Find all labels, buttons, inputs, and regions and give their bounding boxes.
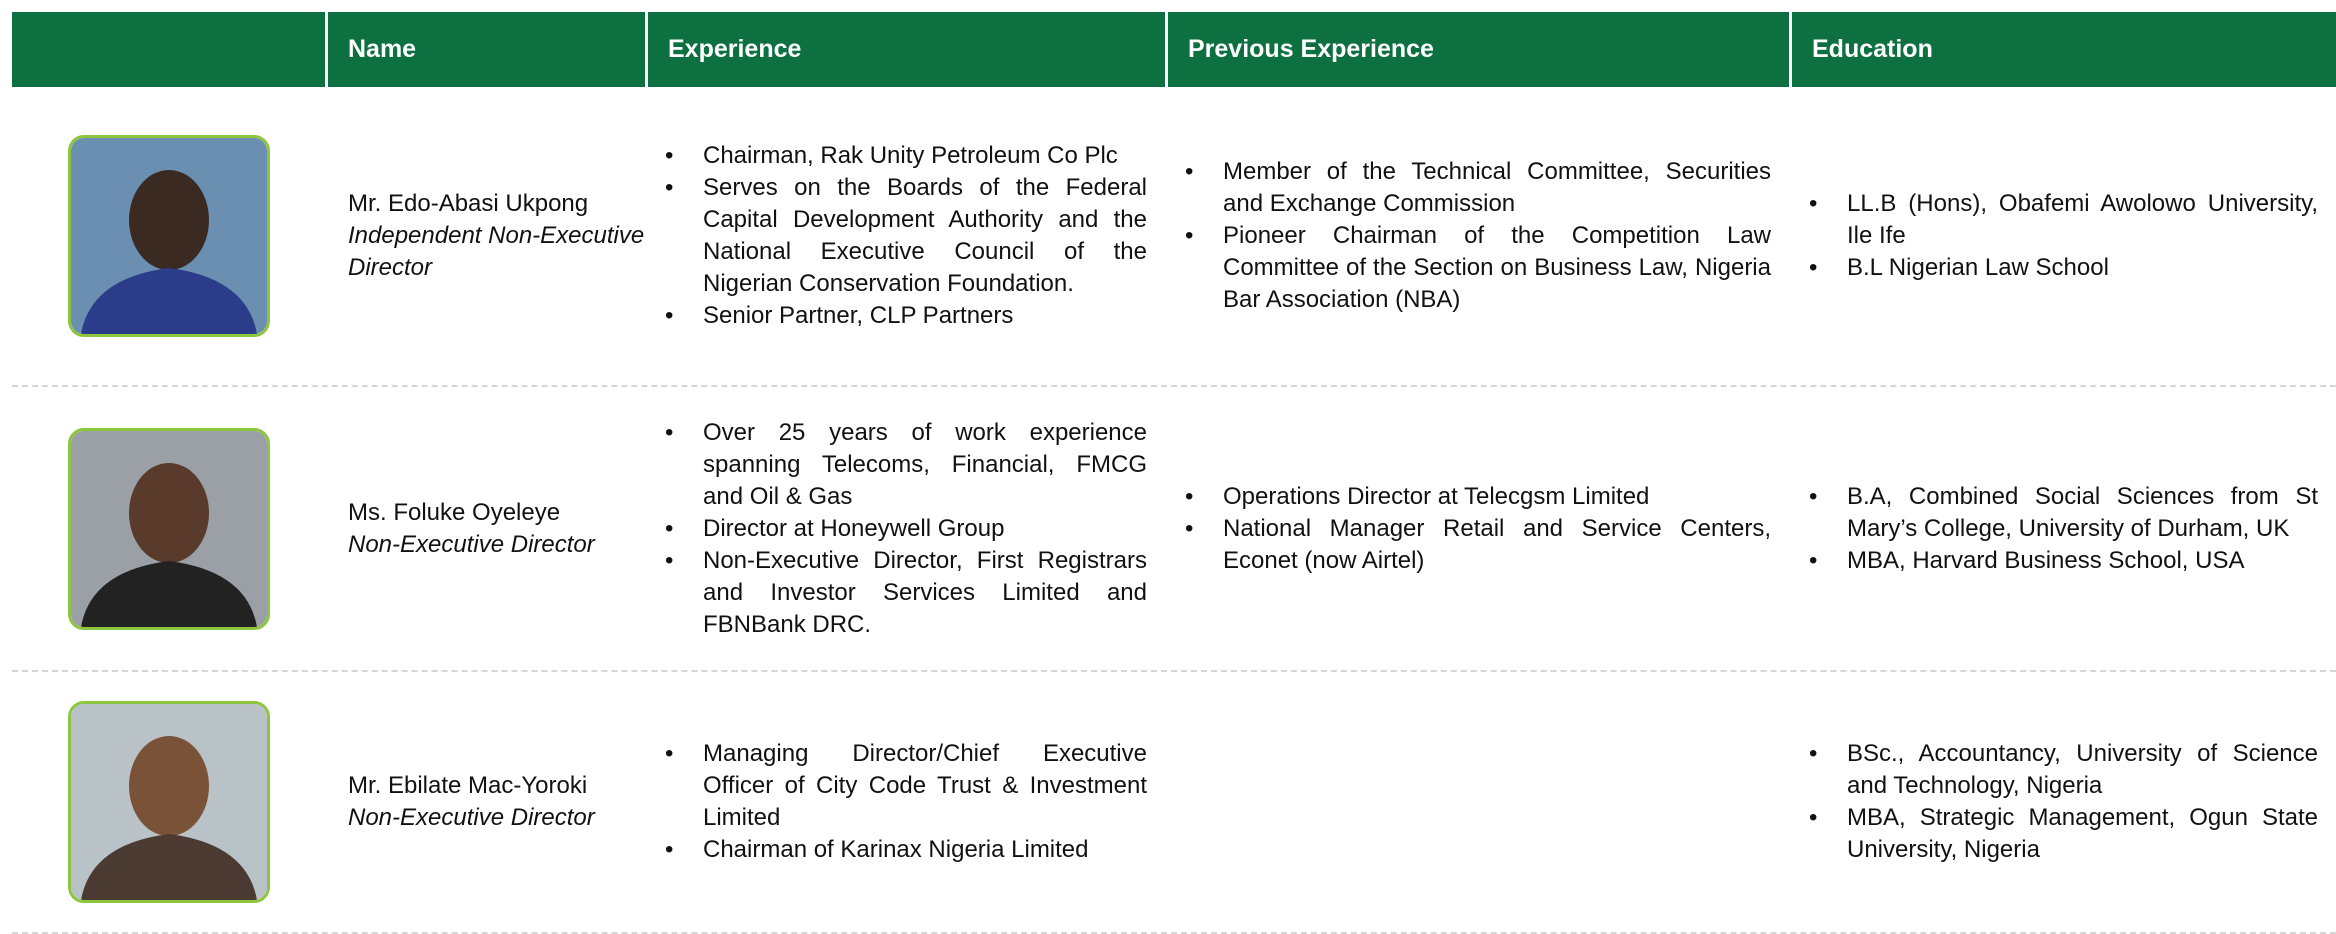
person-row: Mr. Edo-Abasi Ukpong Independent Non-Exec… [12, 87, 2336, 387]
experience-cell: Managing Director/Chief Executive Office… [648, 672, 1165, 932]
bullet-item: Over 25 years of work experience spannin… [665, 417, 1147, 513]
person-name: Ms. Foluke Oyeleye [348, 498, 561, 526]
page: Name Experience Previous Experience Educati… [0, 0, 2336, 896]
bullet-item: B.A, Combined Social Sciences from St Ma… [1809, 481, 2318, 545]
experience-cell: Chairman, Rak Unity Petroleum Co PlcServ… [648, 87, 1165, 385]
portrait-image [70, 704, 267, 900]
column-header: Experience [648, 12, 1165, 87]
bullet-list: Managing Director/Chief Executive Office… [648, 738, 1165, 866]
portrait-image [70, 430, 267, 627]
person-role: Non-Executive Director [348, 530, 595, 558]
education-cell: BSc., Accountancy, University of Science… [1792, 672, 2336, 932]
column-header: Previous Experience [1168, 12, 1789, 87]
experience-cell: Over 25 years of work experience spannin… [648, 387, 1165, 670]
column-header: Name [328, 12, 645, 87]
name-block: Ms. Foluke Oyeleye Non-Executive Director [348, 497, 595, 561]
previous-experience-cell [1168, 672, 1789, 932]
name-cell: Ms. Foluke Oyeleye Non-Executive Director [328, 387, 645, 670]
bullet-item: National Manager Retail and Service Cent… [1185, 513, 1771, 577]
name-cell: Mr. Ebilate Mac-Yoroki Non-Executive Dire… [328, 672, 645, 932]
photo-cell [12, 672, 325, 932]
column-header: Education [1792, 12, 2336, 87]
previous-experience-cell: Member of the Technical Committee, Secur… [1168, 87, 1789, 385]
bullet-item: Non-Executive Director, First Registrars… [665, 545, 1147, 641]
person-role: Independent Non-Executive Director [348, 222, 645, 281]
photo-cell [12, 387, 325, 670]
bullet-list: Member of the Technical Committee, Secur… [1168, 156, 1789, 316]
bullet-item: Serves on the Boards of the Federal Capi… [665, 172, 1147, 300]
previous-experience-cell: Operations Director at Telecgsm LimitedN… [1168, 387, 1789, 670]
bullet-item: B.L Nigerian Law School [1809, 252, 2318, 284]
bullet-item: MBA, Strategic Management, Ogun State Un… [1809, 802, 2318, 866]
bullet-item: Operations Director at Telecgsm Limited [1185, 481, 1771, 513]
bullet-list: Operations Director at Telecgsm LimitedN… [1168, 481, 1789, 577]
bullet-item: Managing Director/Chief Executive Office… [665, 738, 1147, 834]
table-header: Name Experience Previous Experience Educati… [12, 12, 2336, 87]
bullet-item: BSc., Accountancy, University of Science… [1809, 738, 2318, 802]
portrait [67, 427, 270, 630]
name-block: Mr. Edo-Abasi Ukpong Independent Non-Exec… [348, 188, 645, 284]
photo-cell [12, 87, 325, 385]
bullet-item: Director at Honeywell Group [665, 513, 1147, 545]
person-row: Ms. Foluke Oyeleye Non-Executive Director… [12, 387, 2336, 672]
directors-table: Name Experience Previous Experience Educati… [12, 12, 2336, 934]
bullet-item: Chairman of Karinax Nigeria Limited [665, 834, 1147, 866]
bullet-item: Member of the Technical Committee, Secur… [1185, 156, 1771, 220]
bullet-item: LL.B (Hons), Obafemi Awolowo University,… [1809, 188, 2318, 252]
person-row: Mr. Ebilate Mac-Yoroki Non-Executive Dire… [12, 672, 2336, 934]
name-block: Mr. Ebilate Mac-Yoroki Non-Executive Dire… [348, 770, 595, 834]
bullet-item: MBA, Harvard Business School, USA [1809, 545, 2318, 577]
person-name: Mr. Ebilate Mac-Yoroki [348, 772, 588, 799]
portrait-image [70, 138, 267, 334]
person-name: Mr. Edo-Abasi Ukpong [348, 190, 589, 217]
education-cell: LL.B (Hons), Obafemi Awolowo University,… [1792, 87, 2336, 385]
bullet-item: Chairman, Rak Unity Petroleum Co Plc [665, 140, 1147, 172]
bullet-item: Pioneer Chairman of the Competition Law … [1185, 220, 1771, 316]
bullet-item: Senior Partner, CLP Partners [665, 300, 1147, 332]
bullet-list: Chairman, Rak Unity Petroleum Co PlcServ… [648, 140, 1165, 332]
person-role: Non-Executive Director [348, 804, 595, 831]
header-blank [12, 12, 325, 87]
bullet-list: B.A, Combined Social Sciences from St Ma… [1792, 481, 2336, 577]
education-cell: B.A, Combined Social Sciences from St Ma… [1792, 387, 2336, 670]
bullet-list: Over 25 years of work experience spannin… [648, 417, 1165, 641]
portrait [67, 701, 270, 903]
name-cell: Mr. Edo-Abasi Ukpong Independent Non-Exec… [328, 87, 645, 385]
bullet-list: BSc., Accountancy, University of Science… [1792, 738, 2336, 866]
portrait [67, 135, 270, 337]
bullet-list: LL.B (Hons), Obafemi Awolowo University,… [1792, 188, 2336, 284]
